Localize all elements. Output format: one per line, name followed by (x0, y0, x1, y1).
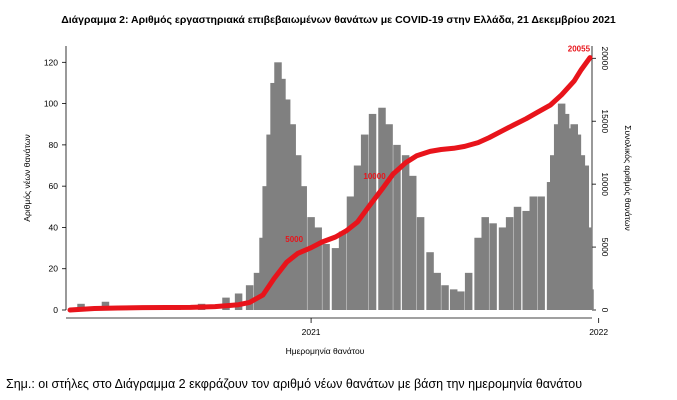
bar (322, 243, 330, 310)
bar (262, 186, 270, 310)
bar (457, 291, 465, 310)
bar (307, 217, 315, 310)
bar (346, 196, 355, 310)
bar (338, 231, 347, 310)
x-tick-label: 2021 (302, 327, 321, 337)
bar (401, 155, 410, 310)
bar (293, 155, 302, 310)
y-tick-label: 20 (49, 264, 59, 274)
bar (557, 103, 566, 310)
bar (529, 196, 538, 310)
cumulative-series (67, 55, 593, 313)
y-tick-label: 80 (49, 140, 59, 150)
chart-title: Διάγραμμα 2: Αριθμός εργαστηριακά επιβεβ… (61, 14, 616, 26)
bar (474, 237, 482, 310)
bar (288, 124, 296, 311)
y2-tick-label: 0 (600, 308, 610, 313)
y2-axis-title: Συνολικός αριθμός θανάτων (623, 125, 633, 231)
y-tick-label: 60 (49, 181, 59, 191)
bar (314, 227, 322, 310)
bar (513, 206, 522, 310)
bar (426, 252, 434, 310)
bar (282, 99, 291, 310)
bar (441, 285, 449, 310)
y2-tick-label: 5000 (600, 238, 610, 257)
y2-tick-label: 10000 (600, 172, 610, 196)
bar (449, 289, 458, 310)
bar (537, 196, 545, 310)
y-tick-label: 100 (44, 99, 58, 109)
bar (565, 128, 574, 310)
bar (416, 217, 425, 310)
y-tick-label: 40 (49, 222, 59, 232)
bar (481, 217, 489, 310)
bar (234, 293, 243, 310)
y2-ticks: 0 5000 10000 15000 20000 (592, 46, 610, 313)
bar (274, 62, 282, 310)
bar (266, 134, 274, 310)
bar (378, 107, 386, 310)
bar (393, 144, 401, 310)
bar (433, 272, 441, 310)
bar (498, 227, 507, 310)
y2-tick-label: 20000 (600, 46, 610, 70)
y-ticks: 0 20 40 60 80 100 120 (44, 57, 66, 315)
bar (278, 78, 286, 310)
bar (408, 175, 417, 310)
bar (368, 113, 377, 310)
axes: 0 20 40 60 80 100 120 0 5000 10000 15000 20000 202… (44, 46, 610, 337)
milestone-label: 20055 (568, 45, 591, 54)
bar (270, 82, 278, 311)
bar (353, 165, 362, 310)
y-tick-label: 120 (44, 57, 58, 67)
bar (573, 134, 582, 310)
bar (561, 113, 570, 310)
bar (464, 272, 473, 310)
bar (360, 134, 369, 310)
y-tick-label: 0 (53, 305, 58, 315)
bar (553, 124, 562, 311)
bar (299, 186, 307, 310)
y2-tick-label: 15000 (600, 109, 610, 133)
x-ticks: 2021 2022 (302, 318, 608, 337)
bar (505, 217, 514, 310)
bar (385, 124, 393, 311)
bar (584, 227, 593, 310)
cumulative-line (67, 55, 593, 313)
bar (331, 248, 340, 310)
milestone-annotations: 5000 10000 20055 (285, 45, 590, 244)
milestone-label: 10000 (363, 172, 386, 181)
footnote: Σημ.: οι στήλες στο Διάγραμμα 2 εκφράζου… (6, 377, 583, 391)
y-axis-title: Αριθμός νέων θανάτων (22, 134, 32, 221)
milestone-label: 5000 (285, 235, 303, 244)
bar (586, 289, 594, 310)
bar (489, 223, 497, 310)
x-tick-label: 2022 (589, 327, 608, 337)
bar (522, 210, 530, 310)
bar (245, 285, 254, 310)
bar (577, 155, 586, 310)
bar (550, 155, 558, 310)
x-axis-title: Ημερομηνία θανάτου (286, 346, 365, 356)
bar-series (77, 62, 594, 311)
bar (253, 272, 262, 310)
